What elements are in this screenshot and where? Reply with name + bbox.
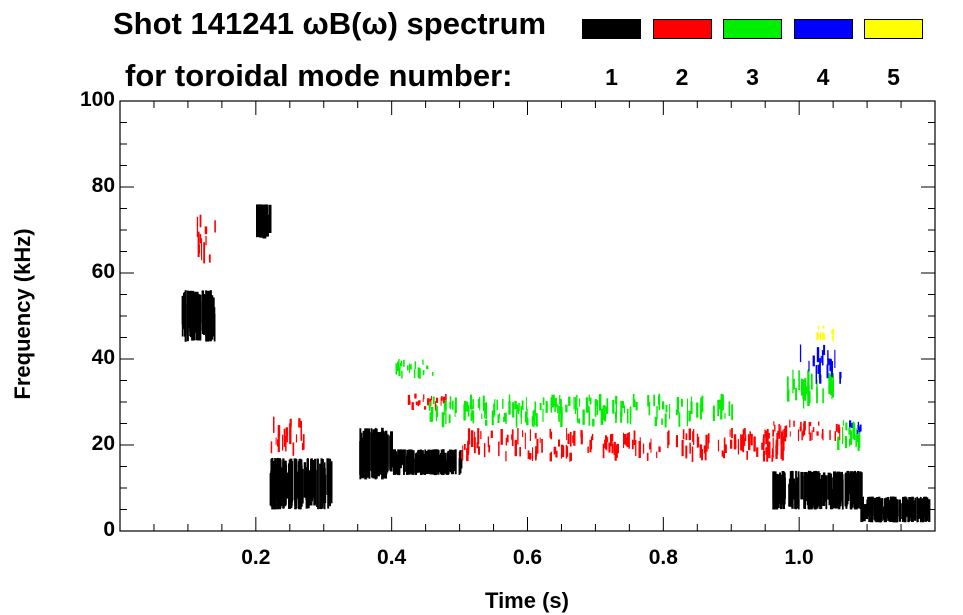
mode-1-feature-2 xyxy=(256,204,272,239)
mode-1-feature-5 xyxy=(392,449,463,476)
y-tick-label: 100 xyxy=(79,88,115,111)
mode-3-feature-2 xyxy=(428,393,733,428)
y-axis-label: Frequency (kHz) xyxy=(10,228,35,400)
mode-2-feature-2 xyxy=(270,416,305,456)
legend-label-2: 2 xyxy=(675,64,689,90)
legend-swatch-5 xyxy=(864,19,923,39)
y-tick-label: 0 xyxy=(103,518,115,541)
mode-2-feature-1 xyxy=(196,214,216,264)
mode-1-feature-7 xyxy=(860,496,931,523)
mode-1-feature-3 xyxy=(269,457,333,510)
y-tick-label: 60 xyxy=(91,260,115,283)
mode-2-feature-5 xyxy=(773,419,841,444)
legend-label-5: 5 xyxy=(887,64,900,90)
mode-4-feature-1 xyxy=(799,344,842,384)
legend-swatch-1 xyxy=(582,19,641,39)
legend-label-3: 3 xyxy=(746,64,759,90)
mode-3-feature-3 xyxy=(786,361,834,409)
x-tick-label: 0.8 xyxy=(648,546,678,569)
legend-swatch-2 xyxy=(652,19,712,39)
mode-2-feature-3 xyxy=(407,393,447,411)
spectrogram-data xyxy=(181,204,931,523)
legend-swatch-4 xyxy=(793,19,853,39)
x-tick-label: 0.2 xyxy=(241,546,271,569)
axis-ticks xyxy=(120,100,936,532)
chart-title: Shot 141241 ωB(ω) spectrum xyxy=(113,6,547,41)
mode-3-feature-1 xyxy=(395,359,434,379)
legend-label-1: 1 xyxy=(605,64,618,90)
mode-4-feature-2 xyxy=(849,420,862,435)
x-axis-label: Time (s) xyxy=(485,588,569,613)
x-tick-label: 0.6 xyxy=(512,546,543,569)
x-tick-label: 0.4 xyxy=(377,546,407,569)
mode-3-feature-4 xyxy=(837,420,861,451)
y-tick-label: 20 xyxy=(91,432,115,455)
legend-swatch-3 xyxy=(723,19,782,39)
x-tick-label: 1.0 xyxy=(784,546,814,569)
mode-5-feature-1 xyxy=(816,325,835,342)
y-tick-label: 80 xyxy=(91,174,115,197)
mode-1-feature-4 xyxy=(359,427,393,480)
mode-1-feature-6 xyxy=(772,470,863,510)
plot-frame xyxy=(119,100,936,532)
chart-subtitle: for toroidal mode number: xyxy=(125,58,513,93)
y-tick-label: 40 xyxy=(91,346,115,369)
mode-2-feature-4 xyxy=(461,428,785,463)
legend-label-4: 4 xyxy=(816,64,830,90)
mode-1-feature-1 xyxy=(181,290,216,342)
